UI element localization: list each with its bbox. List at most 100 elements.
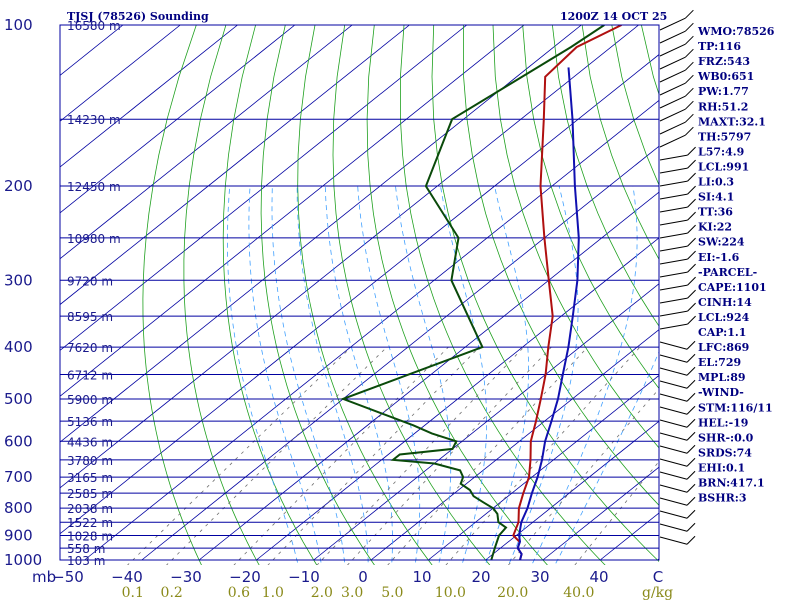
height-label: 2038 m (67, 502, 113, 516)
mixing-ratio-line (127, 346, 352, 565)
mixing-ratio-line (387, 346, 588, 565)
isotherm-line (60, 25, 467, 351)
height-label: 5136 m (67, 415, 113, 429)
wind-barb (659, 167, 688, 174)
mixing-ratio-line (445, 346, 641, 565)
isotherm-line (60, 25, 353, 260)
wind-barb-flag (686, 457, 696, 467)
height-label: 16580 m (67, 19, 121, 33)
index-value: CAPE:1101 (698, 281, 767, 294)
wind-barb (659, 510, 688, 519)
index-value: LCL:924 (698, 311, 750, 324)
wind-barb (659, 458, 688, 467)
wind-barb (659, 310, 688, 317)
height-label: 4436 m (67, 435, 113, 449)
wind-barb (659, 17, 686, 31)
pressure-tick-label: 200 (4, 177, 33, 195)
sounding-datetime: 1200Z 14 OCT 25 (560, 10, 667, 23)
mixing-ratio-tick-label: 0.6 (228, 585, 250, 600)
temperature-tick-label: 20 (471, 568, 490, 586)
isotherm-line (60, 25, 525, 397)
temperature-tick-label: 10 (412, 568, 431, 586)
moist-adiabat-line (531, 186, 638, 565)
wind-barb-flag (687, 315, 696, 325)
isotherm-line (60, 25, 181, 122)
sounding-title: TJSJ (78526) Sounding (67, 10, 209, 23)
wind-barb-flag (685, 74, 694, 84)
wind-barb-flag (686, 340, 696, 350)
wind-barb (659, 271, 688, 278)
wind-barbs (659, 9, 696, 545)
mixing-ratio-line (267, 346, 480, 565)
index-value: EI:-1.6 (698, 251, 740, 264)
wind-barb-flag (685, 61, 694, 71)
wind-barb (659, 258, 688, 265)
wind-barb-flag (687, 185, 696, 195)
wind-barb-flag (686, 483, 696, 493)
mixing-ratio-line (347, 346, 552, 565)
wind-barb-flag (685, 100, 694, 110)
height-label: 103 m (67, 554, 105, 568)
temperature-tick-label: C (653, 568, 663, 586)
dry-adiabat-line (332, 25, 491, 565)
wind-barb (659, 108, 686, 122)
wind-barb-flag (686, 470, 696, 480)
dry-adiabat-line (552, 25, 659, 327)
isotherm-line (60, 25, 296, 214)
mixing-ratio-tick-label: 10.0 (435, 585, 466, 600)
wind-barb (659, 523, 688, 532)
isotherm-line (60, 25, 582, 443)
wind-barb (659, 69, 686, 83)
wind-barb-flag (687, 146, 696, 156)
height-label: 12450 m (67, 180, 121, 194)
index-value: -PARCEL- (698, 266, 757, 279)
height-label: 6712 m (67, 368, 113, 382)
isotherm-line (542, 466, 659, 561)
index-value: BRN:417.1 (698, 477, 765, 490)
wind-barb (659, 232, 688, 239)
temperature-tick-label: −20 (229, 568, 261, 586)
wind-barb-flag (687, 250, 696, 260)
index-value: L57:4.9 (698, 145, 744, 158)
mixing-ratio-tick-label: 3.0 (341, 585, 363, 600)
wind-barb (659, 284, 688, 291)
pressure-tick-label: 400 (4, 338, 33, 356)
isotherm-line (60, 25, 639, 489)
temperature-tick-label: −10 (288, 568, 320, 586)
plot-frame (59, 24, 660, 561)
mixing-ratio-tick-label: 0.1 (122, 585, 144, 600)
mixing-ratio-line (233, 346, 449, 565)
wind-barb (659, 393, 688, 402)
height-label: 9720 m (67, 274, 113, 288)
isotherm-line (60, 25, 410, 306)
mixing-ratio-tick-label: 40.0 (563, 585, 594, 600)
isotherm-line (256, 237, 659, 561)
wind-barb-flag (685, 126, 694, 136)
index-value: BSHR:3 (698, 492, 747, 505)
isotherm-line (141, 145, 659, 561)
index-value: HEL:-19 (698, 416, 748, 429)
indices-panel: WMO:78526 TP:116 FRZ:543 WB0:651 PW:1.77 RH:5… (697, 25, 775, 505)
height-label: 3165 m (67, 471, 113, 485)
index-value: TH:5797 (698, 130, 751, 143)
index-value: KI:22 (698, 221, 732, 234)
mixing-ratio-line (574, 460, 659, 565)
index-value: TP:116 (698, 40, 741, 53)
dry-adiabat-line (581, 25, 659, 261)
height-label: 8595 m (67, 310, 113, 324)
index-value: PW:1.77 (698, 85, 749, 98)
dry-adiabat-line (462, 25, 659, 506)
dry-adiabat-line (222, 25, 318, 565)
wind-barb (659, 297, 688, 304)
moist-adiabat-line (440, 186, 488, 565)
dry-adiabat-line (399, 25, 606, 565)
index-value: STM:116/11 (698, 401, 773, 414)
index-value: WMO:78526 (697, 25, 775, 38)
wind-barb-flag (686, 444, 696, 454)
index-value: LCL:991 (698, 160, 749, 173)
wind-barb-flag (687, 302, 696, 312)
dewpoint-curve (340, 25, 605, 561)
wind-barb-flag (685, 35, 694, 45)
mixing-ratio-line (166, 346, 388, 565)
